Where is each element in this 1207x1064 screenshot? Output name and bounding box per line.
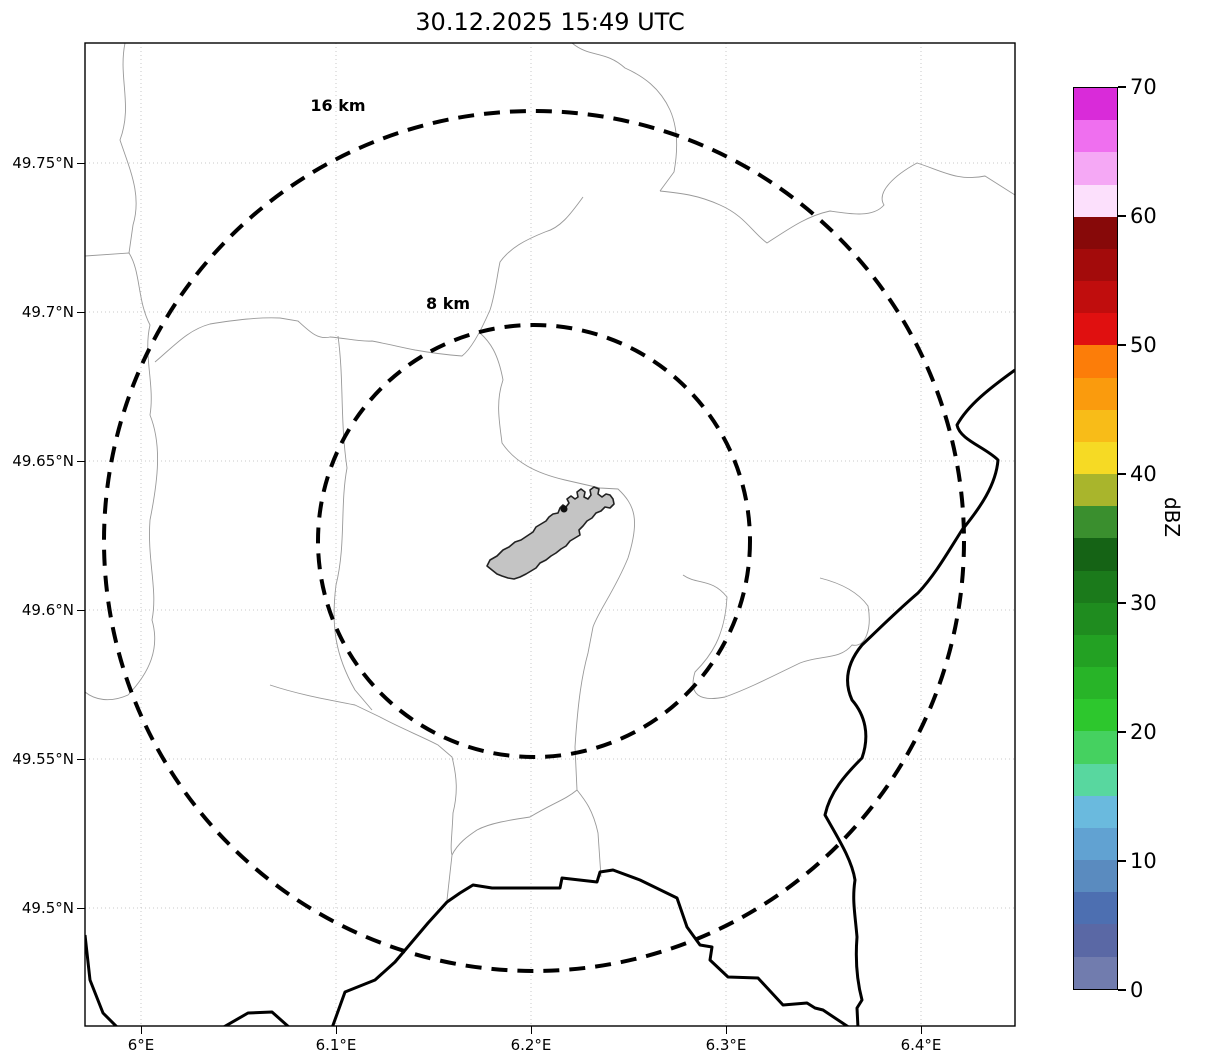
x-axis-tick-label: 6.3°E	[705, 1036, 747, 1054]
x-axis-tick-mark	[530, 1026, 532, 1034]
colorbar-segment	[1074, 699, 1117, 732]
boundary-line	[269, 684, 457, 901]
border-river-line-east	[823, 368, 1015, 1026]
plot-border	[84, 42, 1016, 1027]
colorbar-segment	[1074, 313, 1117, 346]
colorbar-tick-label: 70	[1130, 75, 1157, 99]
graticule-gridlines	[85, 43, 1015, 1026]
figure-title: 30.12.2025 15:49 UTC	[415, 8, 685, 36]
y-axis-tick-mark	[77, 460, 85, 462]
x-axis-tick-label: 6°E	[127, 1036, 155, 1054]
range-ring-8km-label: 8 km	[426, 294, 470, 313]
colorbar-segment	[1074, 216, 1117, 249]
colorbar-tick-mark	[1118, 473, 1126, 475]
colorbar-segment	[1074, 731, 1117, 764]
colorbar-tick-label: 10	[1130, 849, 1157, 873]
y-axis-tick-label: 49.65°N	[12, 452, 74, 470]
colorbar-segment	[1074, 88, 1117, 121]
colorbar-tick-label: 60	[1130, 204, 1157, 228]
colorbar-tick-mark	[1118, 86, 1126, 88]
colorbar-tick-label: 20	[1130, 720, 1157, 744]
y-axis-tick-mark	[77, 311, 85, 313]
boundary-line	[451, 789, 578, 856]
colorbar-segment	[1074, 120, 1117, 153]
country-border-lines	[85, 368, 1015, 1026]
colorbar-segment	[1074, 570, 1117, 603]
boundary-line	[154, 196, 584, 363]
colorbar-axis-label: dBZ	[1160, 496, 1185, 538]
y-axis-tick-label: 49.7°N	[21, 303, 74, 321]
colorbar-segment	[1074, 474, 1117, 507]
y-axis-tick-mark	[77, 758, 85, 760]
boundary-line	[571, 43, 678, 192]
colorbar-tick-label: 30	[1130, 591, 1157, 615]
colorbar-tick-label: 40	[1130, 462, 1157, 486]
boundary-line	[659, 162, 1015, 244]
y-axis-tick-mark	[77, 162, 85, 164]
colorbar-tick-mark	[1118, 989, 1126, 991]
range-ring-8km	[316, 323, 752, 759]
colorbar-segment	[1074, 506, 1117, 539]
range-ring-16km-label: 16 km	[310, 96, 365, 115]
x-axis-tick-label: 6.4°E	[900, 1036, 942, 1054]
y-axis-tick-label: 49.75°N	[12, 154, 74, 172]
colorbar-segment	[1074, 667, 1117, 700]
x-axis-tick-mark	[140, 1026, 142, 1034]
colorbar-segment	[1074, 152, 1117, 185]
colorbar-segment	[1074, 184, 1117, 217]
colorbar-segment	[1074, 248, 1117, 282]
colorbar-segment	[1074, 602, 1117, 635]
colorbar-tick-mark	[1118, 344, 1126, 346]
colorbar-segment	[1074, 409, 1117, 442]
x-axis-tick-label: 6.2°E	[510, 1036, 552, 1054]
colorbar-segment	[1074, 924, 1117, 957]
colorbar-segment	[1074, 860, 1117, 893]
range-ring-16km	[102, 109, 966, 973]
colorbar-tick-mark	[1118, 731, 1126, 733]
colorbar-gradient	[1073, 87, 1118, 990]
colorbar-segment	[1074, 441, 1117, 475]
colorbar-tick-label: 0	[1130, 978, 1144, 1002]
boundary-line	[85, 43, 159, 701]
x-axis-tick-label: 6.1°E	[315, 1036, 357, 1054]
colorbar-tick-mark	[1118, 215, 1126, 217]
y-axis-tick-label: 49.6°N	[21, 601, 74, 619]
colorbar-tick-label: 50	[1130, 333, 1157, 357]
colorbar-segment	[1074, 345, 1117, 378]
admin-boundary-lines	[85, 43, 1015, 901]
y-axis-tick-label: 49.55°N	[12, 750, 74, 768]
colorbar-segment	[1074, 763, 1117, 796]
colorbar-segment	[1074, 827, 1117, 861]
colorbar-segment	[1074, 281, 1117, 314]
border-line-southwest	[85, 934, 119, 1026]
border-line-south	[331, 868, 850, 1026]
y-axis-tick-label: 49.5°N	[21, 899, 74, 917]
boundary-line	[479, 332, 635, 878]
x-axis-tick-mark	[335, 1026, 337, 1034]
border-line-south-bump	[222, 1010, 291, 1026]
colorbar-segment	[1074, 634, 1117, 668]
colorbar-segment	[1074, 892, 1117, 925]
colorbar-segment	[1074, 538, 1117, 571]
boundary-line	[333, 335, 373, 711]
x-axis-tick-mark	[725, 1026, 727, 1034]
x-axis-tick-mark	[920, 1026, 922, 1034]
boundary-line	[682, 574, 870, 699]
y-axis-tick-mark	[77, 609, 85, 611]
radar-site-marker	[560, 505, 568, 513]
colorbar-segment	[1074, 956, 1117, 989]
colorbar-tick-mark	[1118, 602, 1126, 604]
colorbar-segment	[1074, 795, 1117, 828]
y-axis-tick-mark	[77, 907, 85, 909]
colorbar-tick-mark	[1118, 860, 1126, 862]
colorbar-segment	[1074, 377, 1117, 410]
boundary-line	[85, 252, 130, 257]
airport-outline-shape	[486, 486, 615, 580]
